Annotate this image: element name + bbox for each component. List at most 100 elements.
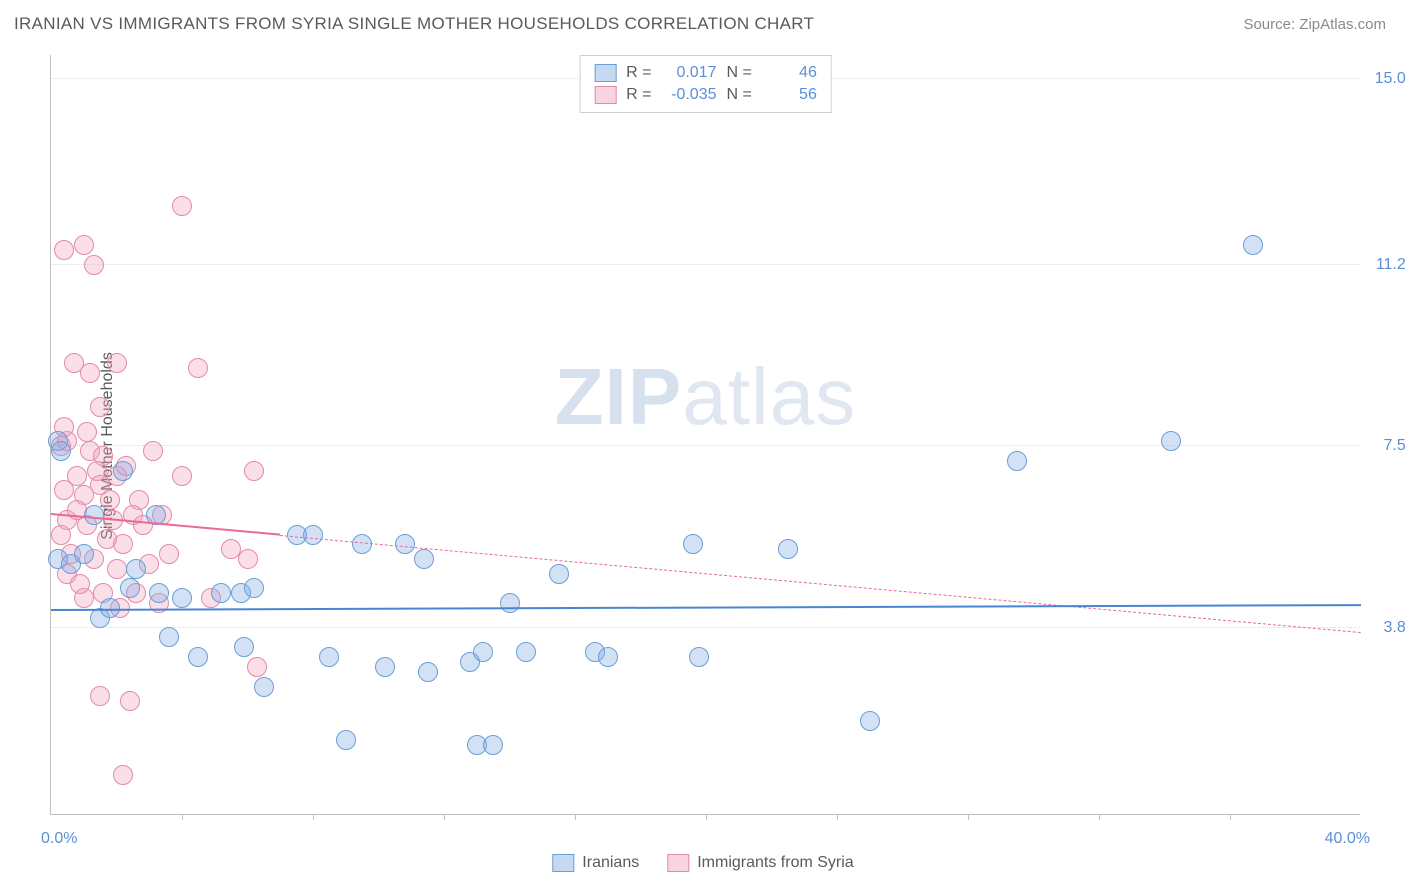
data-point [149, 583, 169, 603]
x-tick [313, 814, 314, 820]
data-point [254, 677, 274, 697]
data-point [336, 730, 356, 750]
data-point [129, 490, 149, 510]
n-value-blue: 46 [762, 64, 817, 82]
data-point [244, 578, 264, 598]
data-point [120, 691, 140, 711]
watermark-zip: ZIP [555, 352, 682, 441]
data-point [188, 647, 208, 667]
x-tick [706, 814, 707, 820]
data-point [107, 353, 127, 373]
y-tick-label: 7.5% [1365, 437, 1406, 455]
data-point [54, 240, 74, 260]
data-point [84, 255, 104, 275]
data-point [1007, 451, 1027, 471]
data-point [54, 480, 74, 500]
r-value-blue: 0.017 [662, 64, 717, 82]
swatch-blue-icon [594, 64, 616, 82]
data-point [70, 574, 90, 594]
x-tick [837, 814, 838, 820]
r-label-pink: R = [626, 86, 651, 104]
x-tick [1230, 814, 1231, 820]
n-value-pink: 56 [762, 86, 817, 104]
data-point [211, 583, 231, 603]
watermark-atlas: atlas [682, 352, 856, 441]
trend-line [51, 604, 1361, 611]
swatch-pink-icon [594, 86, 616, 104]
legend-item-pink: Immigrants from Syria [667, 854, 853, 872]
x-tick [575, 814, 576, 820]
watermark: ZIPatlas [555, 351, 856, 443]
chart-header: IRANIAN VS IMMIGRANTS FROM SYRIA SINGLE … [0, 0, 1406, 40]
data-point [778, 539, 798, 559]
data-point [120, 578, 140, 598]
data-point [473, 642, 493, 662]
y-tick-label: 11.2% [1365, 256, 1406, 274]
x-tick [444, 814, 445, 820]
data-point [113, 765, 133, 785]
data-point [598, 647, 618, 667]
data-point [500, 593, 520, 613]
data-point [689, 647, 709, 667]
data-point [159, 627, 179, 647]
data-point [126, 559, 146, 579]
data-point [143, 441, 163, 461]
data-point [90, 686, 110, 706]
data-point [303, 525, 323, 545]
trend-line [280, 535, 1361, 633]
data-point [414, 549, 434, 569]
x-axis-max-label: 40.0% [1325, 830, 1370, 848]
r-value-pink: -0.035 [662, 86, 717, 104]
data-point [683, 534, 703, 554]
data-point [516, 642, 536, 662]
data-point [74, 235, 94, 255]
x-tick [968, 814, 969, 820]
y-tick-label: 15.0% [1365, 70, 1406, 88]
data-point [352, 534, 372, 554]
data-point [375, 657, 395, 677]
legend: Iranians Immigrants from Syria [552, 854, 853, 872]
plot-area: ZIPatlas 3.8%7.5%11.2%15.0% R = 0.017 N … [50, 55, 1360, 815]
data-point [860, 711, 880, 731]
data-point [172, 588, 192, 608]
data-point [77, 422, 97, 442]
data-point [549, 564, 569, 584]
data-point [159, 544, 179, 564]
data-point [90, 475, 110, 495]
chart-title: IRANIAN VS IMMIGRANTS FROM SYRIA SINGLE … [14, 14, 814, 34]
data-point [247, 657, 267, 677]
n-label-pink: N = [727, 86, 752, 104]
data-point [172, 466, 192, 486]
data-point [1243, 235, 1263, 255]
legend-swatch-pink-icon [667, 854, 689, 872]
data-point [319, 647, 339, 667]
data-point [395, 534, 415, 554]
stats-row-blue: R = 0.017 N = 46 [594, 62, 817, 84]
data-point [113, 534, 133, 554]
r-label-blue: R = [626, 64, 651, 82]
data-point [483, 735, 503, 755]
legend-label-pink: Immigrants from Syria [697, 854, 853, 872]
n-label-blue: N = [727, 64, 752, 82]
data-point [51, 441, 71, 461]
data-point [172, 196, 192, 216]
data-point [244, 461, 264, 481]
data-point [238, 549, 258, 569]
data-point [234, 637, 254, 657]
x-tick [1099, 814, 1100, 820]
data-point [418, 662, 438, 682]
x-axis-min-label: 0.0% [41, 830, 77, 848]
correlation-stats-box: R = 0.017 N = 46 R = -0.035 N = 56 [579, 55, 832, 113]
source-label: Source: ZipAtlas.com [1243, 16, 1386, 33]
legend-label-blue: Iranians [582, 854, 639, 872]
data-point [113, 461, 133, 481]
x-tick [182, 814, 183, 820]
gridline [51, 627, 1360, 628]
data-point [90, 397, 110, 417]
data-point [188, 358, 208, 378]
data-point [74, 544, 94, 564]
stats-row-pink: R = -0.035 N = 56 [594, 84, 817, 106]
data-point [107, 559, 127, 579]
gridline [51, 264, 1360, 265]
y-tick-label: 3.8% [1365, 619, 1406, 637]
